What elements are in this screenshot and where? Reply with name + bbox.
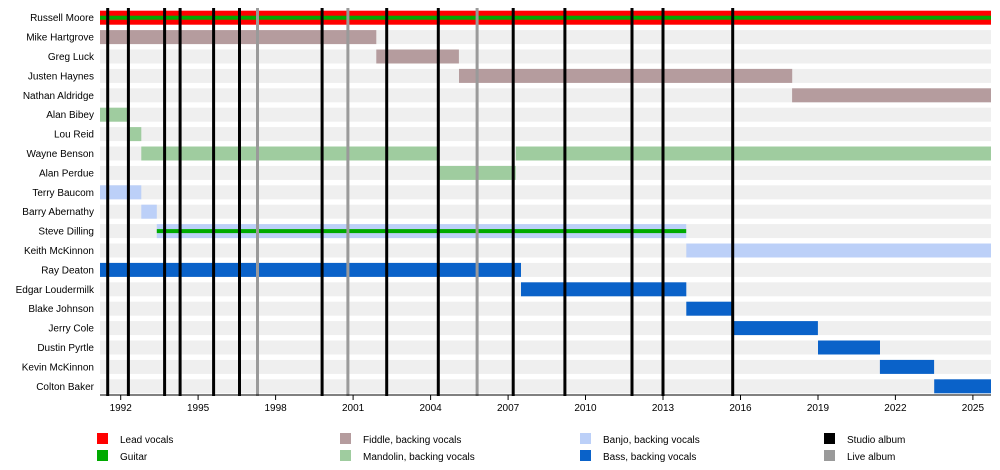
member-label-ray-deaton: Ray Deaton (41, 265, 94, 276)
member-label-blake-johnson: Blake Johnson (28, 304, 94, 315)
member-bars (100, 10, 991, 394)
bar-lou-reid-mandolin-0 (128, 127, 142, 142)
member-label-colton-baker: Colton Baker (36, 382, 94, 393)
legend-label-guitar: Guitar (120, 452, 148, 463)
member-label-lou-reid: Lou Reid (54, 130, 94, 141)
bar-blake-johnson-bass-0 (686, 301, 733, 316)
member-label-kevin-mckinnon: Kevin McKinnon (22, 362, 94, 373)
x-tick-label-2022: 2022 (884, 403, 907, 414)
legend-label-mandolin: Mandolin, backing vocals (363, 452, 475, 463)
x-tick-label-1995: 1995 (187, 403, 210, 414)
legend-label-bass: Bass, backing vocals (603, 452, 696, 463)
bar-dustin-pyrtle-bass-0 (818, 340, 880, 355)
member-label-steve-dilling: Steve Dilling (38, 227, 94, 238)
bar-justen-haynes-fiddle-0 (459, 68, 793, 83)
bar-barry-abernathy-banjo-0 (141, 204, 157, 219)
member-label-barry-abernathy: Barry Abernathy (22, 207, 94, 218)
bar-ray-deaton-bass-0 (100, 262, 521, 277)
row-band-kevin-mckinnon (100, 359, 991, 374)
legend-label-fiddle: Fiddle, backing vocals (363, 435, 461, 446)
legend-label-live: Live album (847, 452, 895, 463)
x-tick-label-1992: 1992 (110, 403, 133, 414)
member-label-keith-mckinnon: Keith McKinnon (24, 246, 94, 257)
legend-swatch-fiddle (340, 433, 351, 444)
bar-alan-bibey-mandolin-0 (100, 107, 129, 122)
member-label-wayne-benson: Wayne Benson (27, 149, 94, 160)
member-label-nathan-aldridge: Nathan Aldridge (23, 91, 95, 102)
legend-swatch-lead (97, 433, 108, 444)
member-label-alan-perdue: Alan Perdue (39, 168, 94, 179)
row-band-alan-perdue (100, 165, 991, 180)
bar-kevin-mckinnon-bass-0 (879, 359, 935, 374)
x-tick-label-2007: 2007 (497, 403, 520, 414)
member-label-russell-moore: Russell Moore (30, 13, 94, 24)
x-axis-ticks: 1992 1995 1998 2001 2004 2007 2010 2013 2016 2019… (110, 395, 985, 414)
x-tick-label-2001: 2001 (342, 403, 365, 414)
row-band-jerry-cole (100, 321, 991, 336)
legend-label-lead: Lead vocals (120, 435, 173, 446)
row-background-bands (100, 10, 991, 394)
x-tick-label-2019: 2019 (807, 403, 830, 414)
x-tick-label-2004: 2004 (419, 403, 442, 414)
row-band-colton-baker (100, 379, 991, 394)
row-band-terry-baucom (100, 185, 991, 200)
album-lines (106, 8, 735, 396)
member-label-terry-baucom: Terry Baucom (32, 188, 94, 199)
bar-colton-baker-bass-0 (934, 379, 991, 394)
member-label-greg-luck: Greg Luck (48, 52, 95, 63)
bar-greg-luck-fiddle-0 (376, 49, 459, 64)
x-tick-label-2010: 2010 (574, 403, 597, 414)
legend-swatch-live (824, 450, 835, 461)
legend: Lead vocals Guitar Fiddle, backing vocals M… (97, 433, 905, 463)
bar-steve-dilling-guitar-1 (156, 229, 687, 234)
bar-wayne-benson-mandolin-0 (141, 146, 439, 161)
bar-edgar-loudermilk-bass-0 (521, 282, 687, 297)
x-tick-label-1998: 1998 (264, 403, 287, 414)
member-label-dustin-pyrtle: Dustin Pyrtle (37, 343, 94, 354)
x-tick-label-2025: 2025 (962, 403, 985, 414)
x-tick-label-2016: 2016 (729, 403, 752, 414)
legend-swatch-banjo (580, 433, 591, 444)
row-band-barry-abernathy (100, 204, 991, 219)
legend-swatch-guitar (97, 450, 108, 461)
row-band-lou-reid (100, 127, 991, 142)
row-band-greg-luck (100, 49, 991, 64)
member-label-justen-haynes: Justen Haynes (28, 71, 94, 82)
member-labels: Russell Moore Mike Hartgrove Greg Luck Just… (16, 13, 95, 393)
legend-swatch-bass (580, 450, 591, 461)
legend-label-studio: Studio album (847, 435, 905, 446)
bar-jerry-cole-bass-0 (732, 321, 818, 336)
member-label-jerry-cole: Jerry Cole (48, 324, 94, 335)
member-label-edgar-loudermilk: Edgar Loudermilk (16, 285, 95, 296)
bar-terry-baucom-banjo-0 (100, 185, 142, 200)
member-label-mike-hartgrove: Mike Hartgrove (26, 33, 94, 44)
bar-russell-moore-guitar-1 (100, 15, 991, 20)
row-band-alan-bibey (100, 107, 991, 122)
bar-wayne-benson-mandolin-1 (515, 146, 991, 161)
bar-keith-mckinnon-banjo-0 (686, 243, 991, 258)
x-tick-label-2013: 2013 (652, 403, 675, 414)
row-band-blake-johnson (100, 301, 991, 316)
legend-swatch-studio (824, 433, 835, 444)
member-label-alan-bibey: Alan Bibey (46, 110, 94, 121)
bar-nathan-aldridge-fiddle-0 (792, 88, 991, 103)
legend-swatch-mandolin (340, 450, 351, 461)
legend-label-banjo: Banjo, backing vocals (603, 435, 700, 446)
